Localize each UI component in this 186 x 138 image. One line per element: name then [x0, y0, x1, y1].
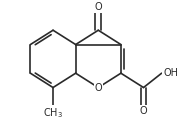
Text: CH$_3$: CH$_3$ [43, 106, 63, 120]
Text: O: O [140, 106, 147, 116]
Text: O: O [94, 2, 102, 12]
Text: OH: OH [163, 68, 178, 78]
Text: O: O [94, 83, 102, 93]
